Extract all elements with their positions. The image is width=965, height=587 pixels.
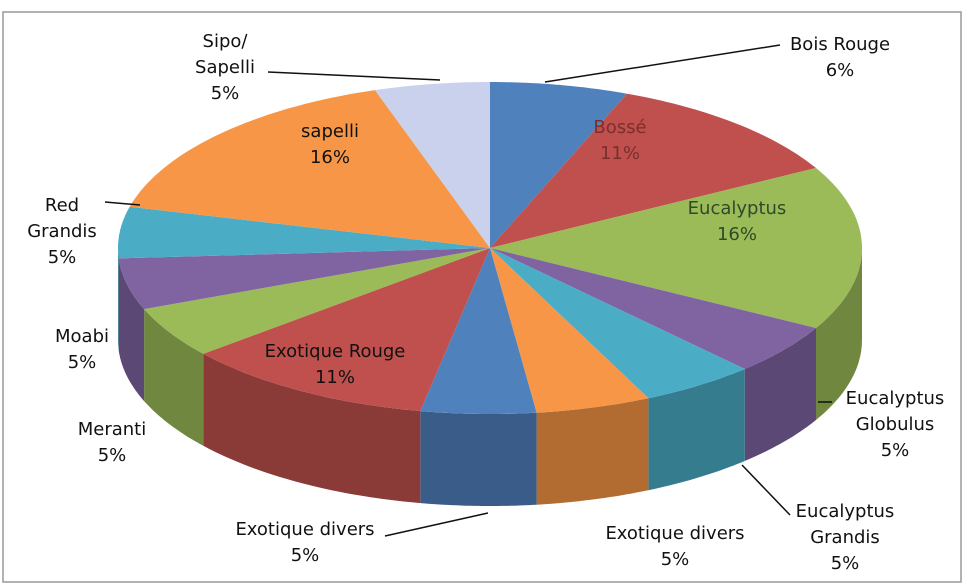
pie-slice-side (744, 328, 816, 461)
pie-slices (118, 82, 862, 414)
slice-label: Sipo/ Sapelli 5% (185, 29, 265, 107)
value-label: 5% (880, 440, 910, 461)
value-label: 11% (599, 143, 640, 164)
category-label: Exotique divers (605, 523, 745, 544)
pie-slice (129, 90, 490, 248)
slice-label: Eucalyptus Grandis 5% (785, 499, 905, 577)
category-label: Bois Rouge (789, 34, 891, 55)
pie-slice (490, 93, 816, 248)
leader-line (544, 44, 781, 83)
slice-label: Exotique divers 5% (205, 517, 405, 569)
slice-label: Meranti 5% (62, 417, 162, 469)
leader-line (741, 464, 791, 516)
pie-slice-side (816, 248, 862, 420)
pie-slice (490, 248, 649, 413)
pie-slice-side (420, 411, 537, 506)
pie-slice (490, 168, 862, 328)
frame (2, 11, 962, 583)
pie-slice-side (536, 398, 649, 505)
pie-slice (375, 82, 490, 248)
leader-line (267, 71, 441, 81)
value-label: 5% (97, 445, 127, 466)
value-label: 16% (716, 224, 757, 245)
slice-label: Red Grandis 5% (22, 193, 102, 271)
slice-label: Eucalyptus Globulus 5% (840, 386, 950, 464)
pie-slice (203, 248, 490, 412)
value-label: 5% (210, 83, 240, 104)
category-label: Red Grandis (27, 195, 97, 242)
pie-slice (490, 82, 627, 248)
value-label: 5% (67, 352, 97, 373)
slice-label: Moabi 5% (42, 324, 122, 376)
value-label: 16% (309, 147, 350, 168)
category-label: Bossé (593, 117, 647, 138)
value-label: 5% (830, 553, 860, 574)
pie-slice-side (144, 309, 204, 446)
slice-label: Eucalyptus 16% (667, 196, 807, 248)
pie-slice (490, 248, 816, 369)
pie-slice-side (118, 258, 145, 402)
value-label: 6% (825, 60, 855, 81)
category-label: Sipo/ Sapelli (195, 31, 255, 78)
category-label: Eucalyptus (687, 198, 787, 219)
pie-slice (420, 248, 537, 414)
slice-label: Bois Rouge 6% (770, 32, 910, 84)
pie-slice-side (118, 248, 119, 351)
leader-line (384, 512, 489, 537)
slice-label: sapelli 16% (280, 119, 380, 171)
pie-slice (490, 248, 745, 399)
slice-label: Exotique Rouge 11% (225, 339, 445, 391)
pie-slice-side (203, 353, 421, 504)
slice-label: Exotique divers 5% (575, 521, 775, 573)
pie-sides (118, 248, 862, 506)
pie-slice-side (648, 369, 745, 491)
value-label: 5% (47, 247, 77, 268)
pie-slice (144, 248, 490, 354)
category-label: Moabi (55, 326, 109, 347)
category-label: Eucalyptus Grandis (795, 501, 895, 548)
value-label: 5% (660, 549, 690, 570)
value-label: 5% (290, 545, 320, 566)
slice-label: Bossé 11% (575, 115, 665, 167)
leader-line (104, 201, 141, 206)
pie-slice (118, 248, 490, 310)
value-label: 11% (314, 367, 355, 388)
pie-slice (118, 206, 490, 259)
category-label: Exotique divers (235, 519, 375, 540)
category-label: Eucalyptus Globulus (845, 388, 945, 435)
category-label: sapelli (301, 121, 359, 142)
category-label: Meranti (77, 419, 147, 440)
category-label: Exotique Rouge (264, 341, 406, 362)
